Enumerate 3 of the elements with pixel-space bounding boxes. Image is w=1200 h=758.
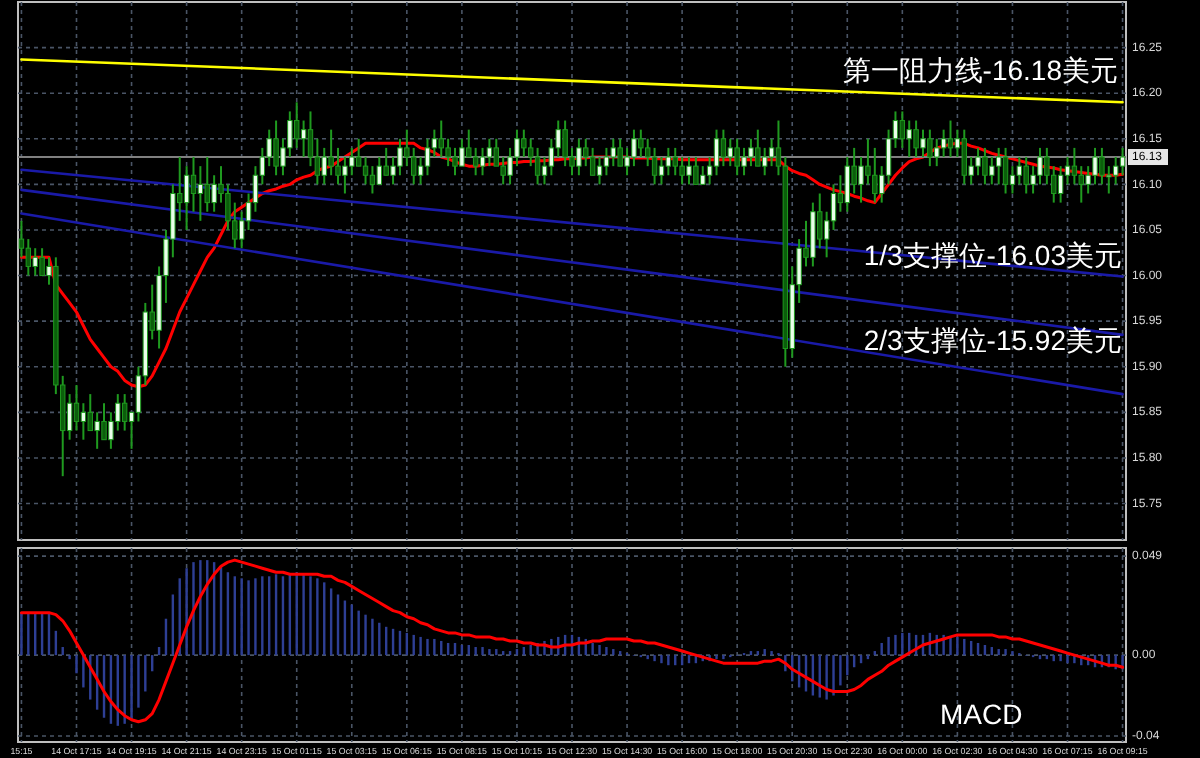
- annotation: 第一阻力线-16.18美元: [842, 54, 1118, 86]
- annotation: 2/3支撑位-15.92美元: [863, 324, 1122, 356]
- annotation: MACD: [940, 698, 1023, 730]
